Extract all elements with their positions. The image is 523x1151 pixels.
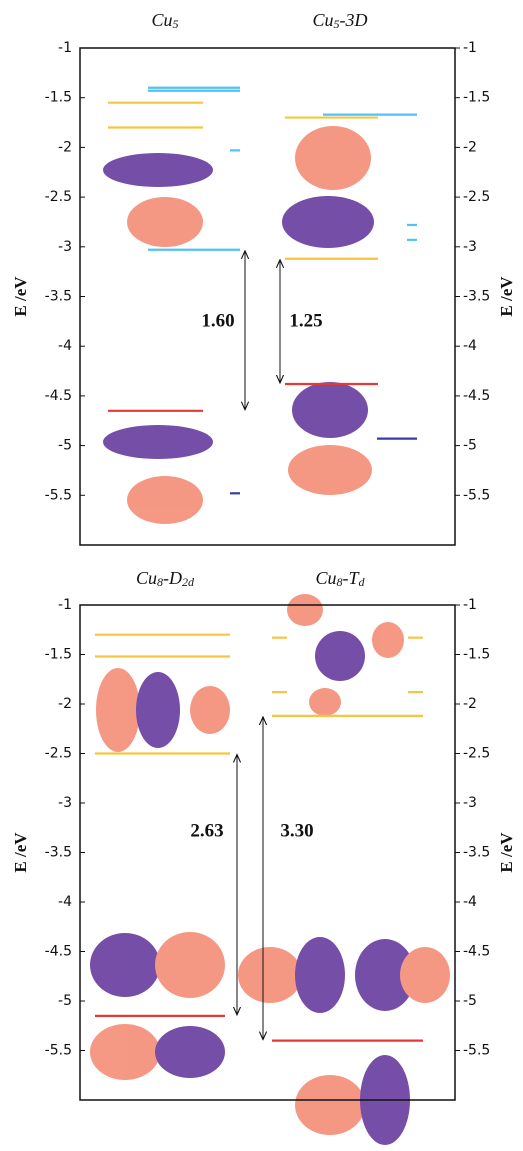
title-part: d [359,575,366,589]
y-tick-label: -3.5 [463,845,490,861]
column-title: Cu5 [151,10,178,31]
y-tick-label: -2.5 [45,189,72,205]
title-part: Cu [151,10,172,30]
column-title: Cu8-Td [315,568,365,589]
y-tick-label: -5.5 [463,487,490,503]
y-tick-label: -2 [58,139,72,155]
y-tick-label: -4 [463,894,477,910]
y-tick-label: -5.5 [45,487,72,503]
y-tick-label: -3.5 [45,289,72,305]
y-tick-label: -1 [58,597,72,613]
y-axis-label: E /eV [11,832,30,873]
title-part: Cu [136,568,157,588]
y-tick-label: -5 [58,438,72,454]
y-tick-label: -3.5 [45,845,72,861]
y-tick-label: -4.5 [45,944,72,960]
y-tick-label: -1.5 [463,647,490,663]
title-part: Cu [312,10,333,30]
y-tick-label: -4.5 [45,388,72,404]
y-tick-label: -1 [463,597,477,613]
y-axis-label: E /eV [11,276,30,317]
title-part: -D [163,568,182,588]
title-part: Cu [315,568,336,588]
y-tick-label: -5.5 [463,1043,490,1059]
y-tick-label: -3 [463,239,477,255]
y-tick-label: -1 [58,40,72,56]
column-title: Cu5-3D [312,10,367,31]
y-tick-label: -4 [58,338,72,354]
y-tick-label: -1 [463,40,477,56]
y-tick-label: -2 [463,696,477,712]
y-tick-label: -3.5 [463,289,490,305]
y-tick-label: -5 [58,993,72,1009]
y-tick-label: -2.5 [463,746,490,762]
title-part: 2d [182,575,195,589]
figure: -1 -1 -1.5 -1.5 -2 -2 -2.5 -2.5 -3 -3 -3.5 -3.5 -4 -4… [0,0,523,1151]
title-part: 5 [173,17,179,31]
y-tick-label: -3 [58,795,72,811]
gap-label: 3.30 [280,820,313,841]
orbital-isosurface [90,594,450,1145]
y-tick-label: -5.5 [45,1043,72,1059]
title-part: -3D [340,10,368,30]
y-axis-label: E /eV [497,832,516,873]
y-tick-label: -2 [463,139,477,155]
y-tick-label: -3 [463,795,477,811]
plot-frame [80,48,455,545]
y-tick-label: -2 [58,696,72,712]
y-tick-label: -5 [463,438,477,454]
gap-label: 2.63 [190,820,223,841]
y-tick-label: -4 [463,338,477,354]
y-tick-label: -1.5 [45,90,72,106]
column-title: Cu8-D2d [136,568,195,589]
gap-label: 1.25 [289,310,322,331]
y-axis-label: E /eV [497,276,516,317]
y-tick-label: -2.5 [45,746,72,762]
y-tick-label: -4 [58,894,72,910]
y-tick-label: -3 [58,239,72,255]
gap-label: 1.60 [201,310,234,331]
y-tick-label: -1.5 [45,647,72,663]
y-tick-label: -5 [463,993,477,1009]
y-tick-label: -4.5 [463,944,490,960]
y-tick-label: -1.5 [463,90,490,106]
y-tick-label: -2.5 [463,189,490,205]
y-tick-label: -4.5 [463,388,490,404]
orbital-isosurface [103,126,374,524]
